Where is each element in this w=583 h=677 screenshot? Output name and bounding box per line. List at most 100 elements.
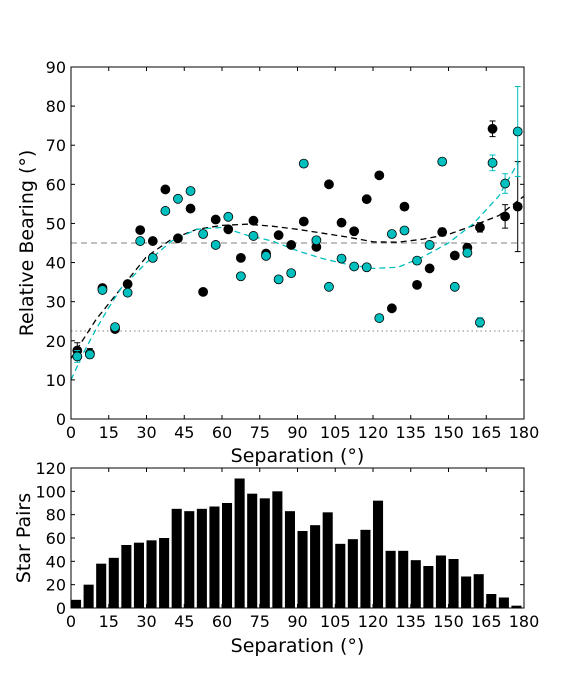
data-point <box>223 224 234 235</box>
x-tick-label: 165 <box>471 423 502 442</box>
y-tick-label: 20 <box>46 576 66 595</box>
data-point <box>110 322 120 332</box>
histogram-bar <box>498 597 509 608</box>
x-tick-label: 75 <box>250 423 270 442</box>
data-point <box>147 252 158 263</box>
data-point <box>286 240 297 250</box>
y-tick-label: 70 <box>46 136 66 155</box>
y-tick-label: 30 <box>46 293 66 312</box>
histogram-bar <box>473 574 484 608</box>
series-cyan <box>72 86 523 363</box>
data-point <box>437 227 448 237</box>
data-point <box>147 236 158 246</box>
data-point <box>97 285 108 295</box>
y-tick-label: 80 <box>46 506 66 525</box>
data-point <box>261 251 271 261</box>
histogram-bar <box>83 584 94 608</box>
data-point <box>487 123 498 134</box>
x-tick-label: 15 <box>99 612 119 631</box>
data-point <box>399 201 410 212</box>
x-tick-label: 45 <box>174 423 194 442</box>
data-point <box>198 286 209 297</box>
y-tick-label: 120 <box>35 459 66 478</box>
y-tick-label: 0 <box>56 599 66 618</box>
trend-curve-black <box>70 195 525 359</box>
histogram-bar <box>259 498 270 608</box>
data-point <box>223 211 234 222</box>
trend-curve-cyan <box>70 160 520 381</box>
data-point <box>173 193 183 204</box>
data-point <box>122 279 133 289</box>
y-axis-label: Relative Bearing (°) <box>16 150 38 337</box>
x-axis-label: Separation (°) <box>231 635 365 657</box>
data-point <box>160 184 171 195</box>
data-point <box>462 247 473 258</box>
y-tick-label: 60 <box>46 175 66 194</box>
y-tick-label: 60 <box>46 529 66 548</box>
histogram-bar <box>360 529 371 608</box>
data-point <box>324 281 334 292</box>
histogram-bar <box>461 576 472 608</box>
data-point <box>286 268 297 279</box>
y-axis-ticks: 0 20 40 60 80 100 120 <box>35 459 524 618</box>
y-tick-label: 10 <box>46 371 66 390</box>
x-tick-label: 30 <box>136 612 156 631</box>
data-point <box>122 287 133 298</box>
histogram-bar <box>184 511 195 608</box>
data-point <box>248 231 259 241</box>
x-tick-label: 0 <box>66 423 76 442</box>
histogram-bar <box>448 559 459 608</box>
data-point <box>298 158 309 169</box>
data-point <box>324 179 334 190</box>
data-point <box>475 222 485 233</box>
histogram-bar <box>121 545 132 608</box>
data-point <box>336 253 347 264</box>
x-tick-label: 90 <box>287 612 307 631</box>
y-tick-label: 50 <box>46 214 66 233</box>
data-point <box>235 271 246 282</box>
data-point <box>512 201 523 212</box>
x-tick-label: 60 <box>212 423 232 442</box>
data-point <box>248 215 259 226</box>
histogram-bar <box>398 550 409 608</box>
data-point <box>160 206 171 216</box>
data-point <box>173 233 183 244</box>
data-point <box>311 235 322 246</box>
histogram-bar <box>209 506 220 608</box>
data-point <box>374 170 385 181</box>
data-point <box>336 217 347 228</box>
data-point <box>361 262 372 273</box>
histogram-bars <box>71 478 522 608</box>
data-point <box>512 126 523 137</box>
x-tick-label: 120 <box>358 423 389 442</box>
histogram-bar <box>272 491 283 608</box>
data-point <box>424 263 435 274</box>
x-tick-label: 60 <box>212 612 232 631</box>
histogram-bar <box>310 525 321 608</box>
y-tick-label: 80 <box>46 97 66 116</box>
data-point <box>349 226 360 237</box>
histogram-bar <box>373 500 384 608</box>
y-axis-label: Star Pairs <box>13 493 35 583</box>
data-point <box>84 349 95 360</box>
histogram-bar <box>159 538 170 608</box>
data-point <box>449 281 460 292</box>
histogram-bar <box>486 594 497 608</box>
histogram-bar <box>196 508 207 608</box>
data-point <box>185 203 196 214</box>
histogram-bar <box>146 540 157 608</box>
histogram-bar <box>347 539 358 608</box>
data-point <box>500 211 511 222</box>
x-tick-label: 135 <box>395 612 426 631</box>
histogram-bar <box>171 508 182 608</box>
x-axis-ticks: 0 15 30 45 60 75 90 105 120 135 150 165 180 <box>66 67 539 442</box>
data-point <box>475 317 485 328</box>
data-point <box>487 157 498 168</box>
reference-lines <box>71 242 524 332</box>
data-point <box>386 229 397 239</box>
data-point <box>72 351 83 362</box>
data-point <box>210 240 221 250</box>
histogram-bar <box>410 560 421 608</box>
y-tick-label: 0 <box>56 410 66 429</box>
star-pairs-histogram-panel: 0 15 30 45 60 75 90 105 120 135 150 165 180 02040608… <box>13 459 539 657</box>
